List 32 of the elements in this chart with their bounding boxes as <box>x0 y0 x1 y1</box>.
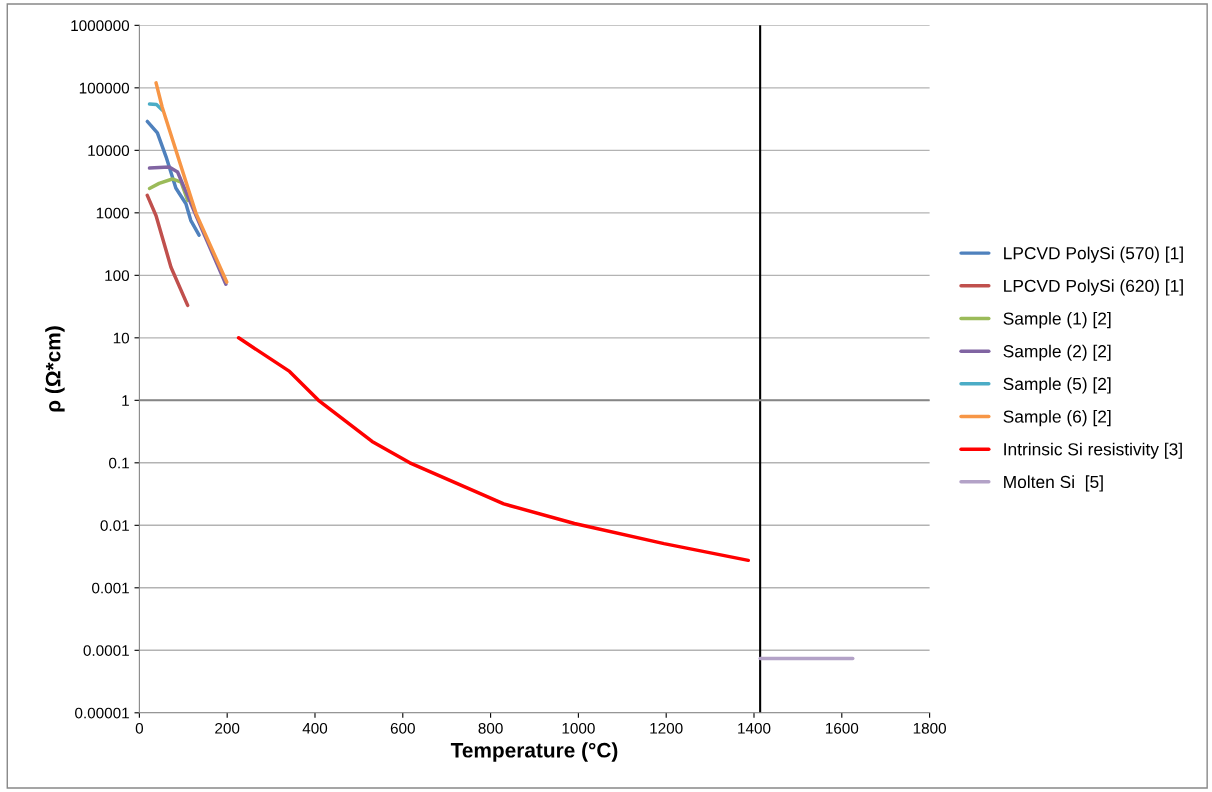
x-tick-label: 400 <box>302 722 328 734</box>
x-tick-label: 1000 <box>562 722 595 734</box>
y-tick-label: 0.1 <box>109 457 129 469</box>
y-tick-label: 100000 <box>79 82 130 94</box>
legend-label: LPCVD PolySi (570) [1] <box>1004 246 1183 263</box>
y-tick-label: 1000000 <box>71 20 130 32</box>
x-tick-label: 600 <box>390 722 415 734</box>
x-tick-label: 1800 <box>913 722 946 734</box>
y-tick-label: 10 <box>113 332 130 344</box>
y-axis-title: ρ (Ω*cm) <box>45 326 65 412</box>
legend-label: LPCVD PolySi (620) [1] <box>1004 279 1183 296</box>
legend-label: Sample (5) [2] <box>1003 377 1111 394</box>
y-tick-label: 100 <box>105 270 130 282</box>
y-tick-label: 1000 <box>96 207 130 219</box>
y-tick-label: 0.0001 <box>83 645 129 656</box>
legend-label: Molten Si [5] <box>1004 475 1103 492</box>
legend-label: Sample (6) [2] <box>1003 410 1111 427</box>
y-tick-label: 0.00001 <box>75 707 129 719</box>
y-tick-label: 0.01 <box>100 520 129 531</box>
x-axis-title: Temperature (°C) <box>450 742 618 762</box>
y-tick-label: 0.001 <box>92 582 129 594</box>
legend-label: Sample (2) [2] <box>1003 344 1111 361</box>
x-tick-label: 800 <box>478 722 503 734</box>
legend-label: Sample (1) [2] <box>1003 311 1111 329</box>
x-tick-label: 1400 <box>738 722 771 734</box>
y-tick-label: 10000 <box>88 145 130 157</box>
x-tick-label: 1600 <box>825 722 859 734</box>
y-tick-label: 1 <box>122 395 129 406</box>
legend-label: Intrinsic Si resistivity [3] <box>1004 442 1182 459</box>
x-tick-label: 0 <box>135 722 144 734</box>
x-tick-label: 200 <box>215 722 240 734</box>
x-tick-label: 1200 <box>650 722 683 734</box>
